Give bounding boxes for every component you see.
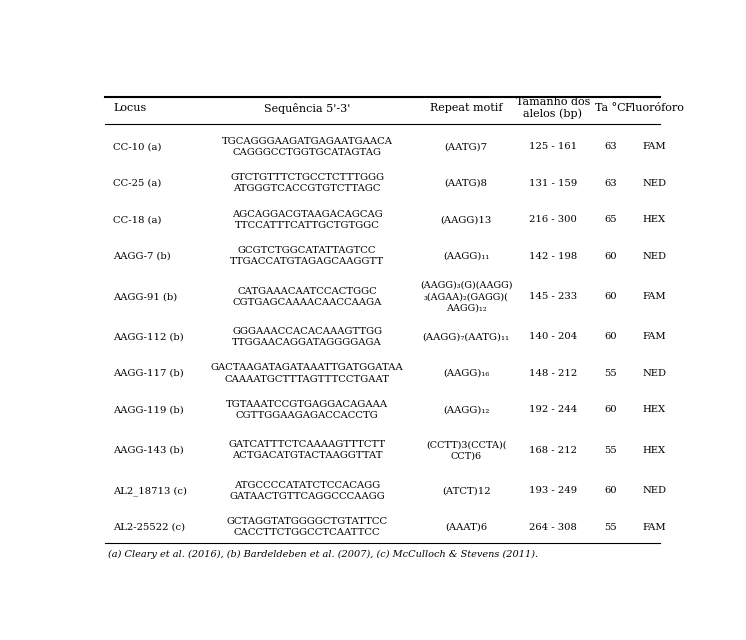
- Text: (AAGG)₁₆: (AAGG)₁₆: [443, 369, 489, 378]
- Text: 60: 60: [604, 292, 617, 301]
- Text: 148 - 212: 148 - 212: [529, 369, 577, 378]
- Text: CC-10 (a): CC-10 (a): [113, 142, 162, 151]
- Text: GGGAAACCACACAAAGTTGG
TTGGAACAGGATAGGGGAGA: GGGAAACCACACAAAGTTGG TTGGAACAGGATAGGGGAG…: [232, 327, 382, 347]
- Text: HEX: HEX: [642, 215, 665, 224]
- Text: AGCAGGACGTAAGACAGCAG
TTCCATTTCATTGCTGTGGC: AGCAGGACGTAAGACAGCAG TTCCATTTCATTGCTGTGG…: [232, 210, 383, 230]
- Text: NED: NED: [642, 179, 666, 188]
- Text: AAGG-117 (b): AAGG-117 (b): [113, 369, 184, 378]
- Text: 193 - 249: 193 - 249: [529, 486, 577, 495]
- Text: 60: 60: [604, 405, 617, 415]
- Text: TGCAGGGAAGATGAGAATGAACA
CAGGGCCTGGTGCATAGTAG: TGCAGGGAAGATGAGAATGAACA CAGGGCCTGGTGCATA…: [222, 137, 392, 157]
- Text: AAGG-143 (b): AAGG-143 (b): [113, 446, 184, 455]
- Text: 142 - 198: 142 - 198: [529, 252, 577, 260]
- Text: (CCTT)3(CCTA)(
CCT)6: (CCTT)3(CCTA)( CCT)6: [426, 440, 507, 460]
- Text: AAGG-119 (b): AAGG-119 (b): [113, 405, 184, 415]
- Text: FAM: FAM: [642, 292, 666, 301]
- Text: AAGG-7 (b): AAGG-7 (b): [113, 252, 172, 260]
- Text: GACTAAGATAGATAAATTGATGGATAA
CAAAATGCTTTAGTTTCCTGAAT: GACTAAGATAGATAAATTGATGGATAA CAAAATGCTTTA…: [211, 364, 404, 383]
- Text: 216 - 300: 216 - 300: [529, 215, 577, 224]
- Text: (AAAT)6: (AAAT)6: [445, 523, 487, 532]
- Text: (AAGG)13: (AAGG)13: [441, 215, 492, 224]
- Text: AL2_18713 (c): AL2_18713 (c): [113, 486, 187, 495]
- Text: NED: NED: [642, 252, 666, 260]
- Text: (AAGG)₇(AATG)₁₁: (AAGG)₇(AATG)₁₁: [423, 333, 510, 342]
- Text: 55: 55: [604, 523, 617, 532]
- Text: GCGTCTGGCATATTAGTCC
TTGACCATGTAGAGCAAGGTT: GCGTCTGGCATATTAGTCC TTGACCATGTAGAGCAAGGT…: [230, 246, 384, 266]
- Text: Sequência 5'-3': Sequência 5'-3': [264, 102, 351, 113]
- Text: (ATCT)12: (ATCT)12: [442, 486, 490, 495]
- Text: Tamanho dos
alelos (bp): Tamanho dos alelos (bp): [515, 97, 590, 119]
- Text: (AAGG)₃(G)(AAGG)
₃(AGAA)₂(GAGG)(
AAGG)₁₂: (AAGG)₃(G)(AAGG) ₃(AGAA)₂(GAGG)( AAGG)₁₂: [420, 281, 513, 312]
- Text: (a) Cleary et al. (2016), (b) Bardeldeben et al. (2007), (c) McCulloch & Stevens: (a) Cleary et al. (2016), (b) Bardeldebe…: [107, 550, 538, 559]
- Text: CATGAAACAATCCACTGGC
CGTGAGCAAAACAACCAAGA: CATGAAACAATCCACTGGC CGTGAGCAAAACAACCAAGA: [233, 287, 382, 307]
- Text: CC-18 (a): CC-18 (a): [113, 215, 162, 224]
- Text: TGTAAATCCGTGAGGACAGAAA
CGTTGGAAGAGACCACCTG: TGTAAATCCGTGAGGACAGAAA CGTTGGAAGAGACCACC…: [226, 400, 388, 420]
- Text: NED: NED: [642, 369, 666, 378]
- Text: (AATG)7: (AATG)7: [445, 142, 488, 151]
- Text: GATCATTTCTCAAAAGTTTCTT
ACTGACATGTACTAAGGTTAT: GATCATTTCTCAAAAGTTTCTT ACTGACATGTACTAAGG…: [228, 440, 386, 460]
- Text: Fluoróforo: Fluoróforo: [624, 103, 684, 113]
- Text: 192 - 244: 192 - 244: [529, 405, 577, 415]
- Text: 125 - 161: 125 - 161: [529, 142, 577, 151]
- Text: Ta °C: Ta °C: [595, 103, 626, 113]
- Text: 55: 55: [604, 369, 617, 378]
- Text: 264 - 308: 264 - 308: [529, 523, 577, 532]
- Text: ATGCCCCATATCTCCACAGG
GATAACTGTTCAGGCCCAAGG: ATGCCCCATATCTCCACAGG GATAACTGTTCAGGCCCAA…: [229, 481, 385, 501]
- Text: (AATG)8: (AATG)8: [445, 179, 488, 188]
- Text: Repeat motif: Repeat motif: [430, 103, 502, 113]
- Text: Locus: Locus: [113, 103, 147, 113]
- Text: NED: NED: [642, 486, 666, 495]
- Text: (AAGG)₁₁: (AAGG)₁₁: [443, 252, 489, 260]
- Text: HEX: HEX: [642, 446, 665, 455]
- Text: 60: 60: [604, 252, 617, 260]
- Text: 131 - 159: 131 - 159: [529, 179, 577, 188]
- Text: AAGG-112 (b): AAGG-112 (b): [113, 333, 184, 342]
- Text: 63: 63: [604, 142, 617, 151]
- Text: CC-25 (a): CC-25 (a): [113, 179, 162, 188]
- Text: 60: 60: [604, 486, 617, 495]
- Text: 140 - 204: 140 - 204: [529, 333, 577, 342]
- Text: (AAGG)₁₂: (AAGG)₁₂: [443, 405, 489, 415]
- Text: 65: 65: [604, 215, 617, 224]
- Text: AL2-25522 (c): AL2-25522 (c): [113, 523, 186, 532]
- Text: FAM: FAM: [642, 523, 666, 532]
- Text: 145 - 233: 145 - 233: [529, 292, 577, 301]
- Text: GTCTGTTTCTGCCTCTTTGGG
ATGGGTCACCGTGTCTTAGC: GTCTGTTTCTGCCTCTTTGGG ATGGGTCACCGTGTCTTA…: [230, 173, 384, 193]
- Text: FAM: FAM: [642, 333, 666, 342]
- Text: FAM: FAM: [642, 142, 666, 151]
- Text: 63: 63: [604, 179, 617, 188]
- Text: 60: 60: [604, 333, 617, 342]
- Text: GCTAGGTATGGGGCTGTATTCC
CACCTTCTGGCCTCAATTCC: GCTAGGTATGGGGCTGTATTCC CACCTTCTGGCCTCAAT…: [227, 517, 388, 537]
- Text: HEX: HEX: [642, 405, 665, 415]
- Text: 55: 55: [604, 446, 617, 455]
- Text: 168 - 212: 168 - 212: [529, 446, 577, 455]
- Text: AAGG-91 (b): AAGG-91 (b): [113, 292, 178, 301]
